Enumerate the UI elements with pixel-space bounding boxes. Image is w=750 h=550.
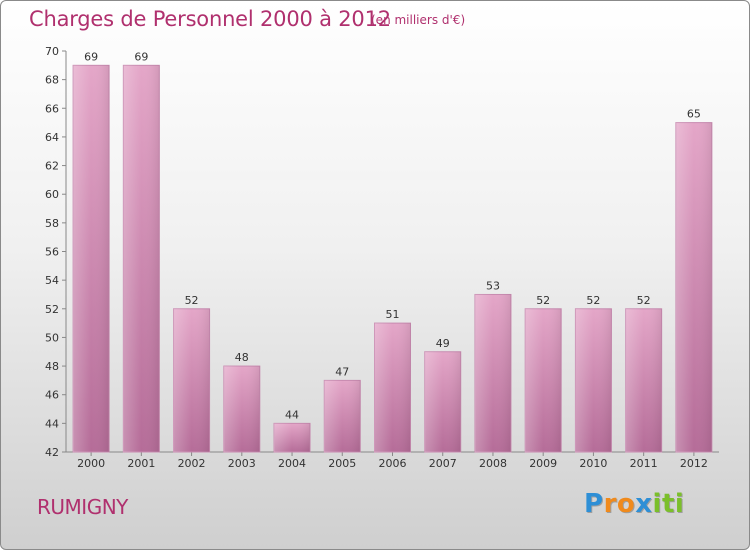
x-tick-label: 2011	[630, 457, 658, 470]
logo-letter: o	[616, 489, 636, 519]
bar-shine	[374, 323, 411, 452]
bar-shine	[625, 308, 662, 452]
y-tick-label: 46	[45, 389, 59, 402]
value-label: 69	[134, 50, 148, 63]
logo-letter: r	[603, 489, 617, 519]
x-tick-label: 2006	[379, 457, 407, 470]
x-tick-label: 2004	[278, 457, 306, 470]
value-label: 48	[235, 351, 249, 364]
town-name: RUMIGNY	[37, 495, 128, 519]
logo-letter: P	[584, 489, 604, 519]
y-tick-label: 54	[45, 274, 59, 287]
y-tick-label: 50	[45, 331, 59, 344]
x-tick-label: 2008	[479, 457, 507, 470]
y-tick-label: 58	[45, 217, 59, 230]
x-tick-label: 2009	[529, 457, 557, 470]
bar-shine	[424, 351, 461, 452]
value-label: 69	[84, 50, 98, 63]
y-tick-label: 66	[45, 102, 59, 115]
bar-shine	[675, 122, 712, 452]
bar-shine	[525, 308, 562, 452]
bar-shine	[123, 65, 160, 453]
bar-shine	[474, 294, 511, 452]
bar-shine	[223, 366, 260, 452]
logo-letter: t	[661, 489, 675, 519]
y-tick-label: 48	[45, 360, 59, 373]
value-label: 47	[335, 365, 349, 378]
x-tick-label: 2007	[429, 457, 457, 470]
y-tick-label: 52	[45, 303, 59, 316]
x-tick-label: 2005	[328, 457, 356, 470]
bar-shine	[324, 380, 361, 452]
bar-shine	[73, 65, 110, 453]
value-label: 44	[285, 408, 299, 421]
x-tick-label: 2001	[127, 457, 155, 470]
bar-shine	[173, 308, 210, 452]
x-tick-label: 2002	[178, 457, 206, 470]
value-label: 52	[185, 294, 199, 307]
proxiti-logo: Proxiti	[584, 489, 684, 519]
value-label: 53	[486, 279, 500, 292]
chart-subtitle: (en milliers d'€)	[371, 13, 466, 27]
x-tick-label: 2000	[77, 457, 105, 470]
logo-letter: x	[635, 489, 653, 519]
y-tick-label: 70	[45, 45, 59, 58]
value-label: 51	[386, 308, 400, 321]
bar-shine	[575, 308, 612, 452]
value-label: 52	[637, 294, 651, 307]
chart-bars	[72, 64, 713, 453]
logo-letter: i	[652, 489, 662, 519]
value-label: 52	[536, 294, 550, 307]
value-label: 49	[436, 337, 450, 350]
value-label: 65	[687, 108, 701, 121]
y-tick-label: 42	[45, 446, 59, 459]
x-tick-label: 2003	[228, 457, 256, 470]
chart-labels: 69 2000 69 2001 52 2002 48 2003 44 2004 47 2005 51 20…	[77, 50, 708, 470]
y-tick-label: 68	[45, 74, 59, 87]
y-tick-label: 44	[45, 417, 59, 430]
chart-title: Charges de Personnel 2000 à 2012	[29, 7, 391, 31]
y-tick-label: 64	[45, 131, 59, 144]
bar-shine	[274, 423, 311, 452]
chart-axes: 42 44 46 48 50 52 54 56 58 60 62 64 66 68 70	[45, 45, 719, 459]
value-label: 52	[586, 294, 600, 307]
y-tick-label: 62	[45, 160, 59, 173]
x-tick-label: 2012	[680, 457, 708, 470]
y-tick-label: 60	[45, 188, 59, 201]
y-tick-label: 56	[45, 246, 59, 259]
x-tick-label: 2010	[579, 457, 607, 470]
logo-letter: i	[674, 489, 685, 519]
